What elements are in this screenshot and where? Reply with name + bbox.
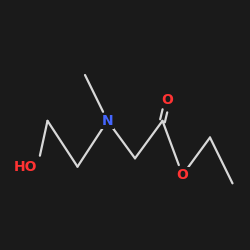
Text: O: O	[162, 93, 173, 107]
Text: N: N	[102, 114, 113, 128]
Text: O: O	[176, 168, 188, 182]
Text: HO: HO	[14, 160, 38, 174]
